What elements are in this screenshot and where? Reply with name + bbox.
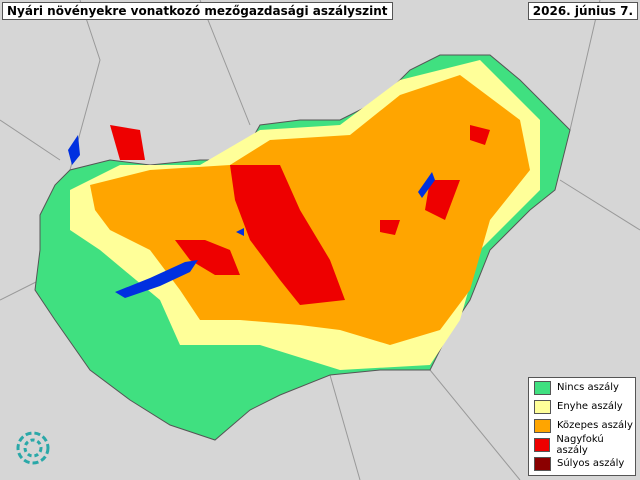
zone-moderate (90, 75, 530, 345)
legend-label: Nagyfokú aszály (556, 433, 604, 456)
legend-swatch (534, 437, 551, 452)
legend-item: Nagyfokú aszály (529, 433, 635, 456)
legend-label: Nincs aszály (557, 382, 619, 393)
legend-swatch (534, 418, 551, 433)
legend-swatch (534, 456, 551, 471)
legend-swatch (534, 399, 551, 414)
legend-label: Közepes aszály (557, 420, 633, 431)
map-title: Nyári növényekre vonatkozó mezőgazdasági… (2, 2, 393, 20)
map-date: 2026. június 7. (527, 2, 638, 20)
legend-item: Súlyos aszály (529, 454, 635, 473)
legend-item: Közepes aszály (529, 416, 635, 435)
legend-item: Enyhe aszály (529, 397, 635, 416)
legend: Nincs aszály Enyhe aszály Közepes aszály Na… (528, 377, 636, 476)
logo (16, 431, 50, 465)
legend-label: Enyhe aszály (557, 401, 623, 412)
zones-severe (110, 125, 490, 305)
legend-item: Nincs aszály (529, 378, 635, 397)
legend-label: Súlyos aszály (557, 458, 625, 469)
legend-swatch (534, 380, 551, 395)
lakes (68, 135, 435, 298)
